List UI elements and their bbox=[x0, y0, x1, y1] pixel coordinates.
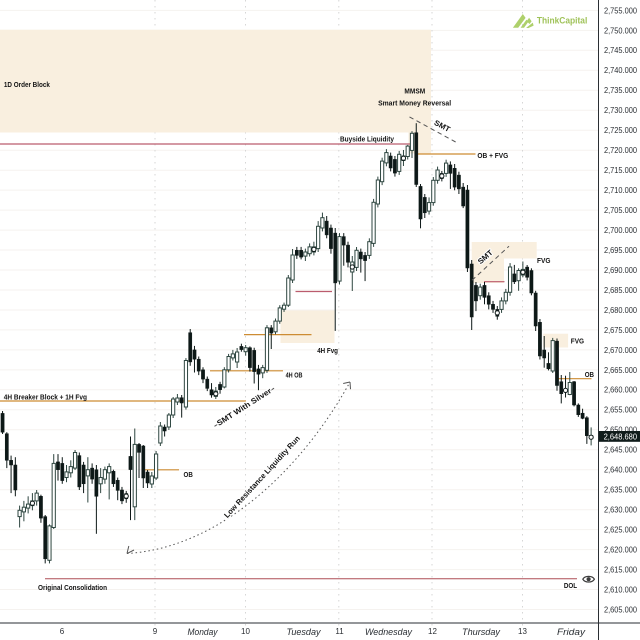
svg-text:Monday: Monday bbox=[188, 627, 219, 638]
svg-text:4H Breaker Block + 1H Fvg: 4H Breaker Block + 1H Fvg bbox=[4, 392, 88, 401]
svg-text:OB + FVG: OB + FVG bbox=[477, 151, 508, 160]
svg-text:2,655.000: 2,655.000 bbox=[604, 406, 638, 415]
svg-text:2,745.000: 2,745.000 bbox=[604, 46, 638, 55]
svg-text:2,670.000: 2,670.000 bbox=[604, 346, 638, 355]
svg-text:OB: OB bbox=[585, 370, 595, 379]
svg-text:2,720.000: 2,720.000 bbox=[604, 146, 638, 155]
svg-text:Buyside Liquidity: Buyside Liquidity bbox=[340, 134, 395, 143]
svg-text:4H OB: 4H OB bbox=[286, 370, 303, 379]
svg-text:11: 11 bbox=[335, 627, 344, 636]
svg-text:1D Order Block: 1D Order Block bbox=[4, 80, 51, 89]
svg-text:DOL: DOL bbox=[564, 581, 577, 590]
svg-text:Friday: Friday bbox=[557, 627, 586, 638]
svg-text:2,675.000: 2,675.000 bbox=[604, 326, 638, 335]
svg-text:FVG: FVG bbox=[571, 337, 584, 346]
svg-text:2,660.000: 2,660.000 bbox=[604, 386, 638, 395]
svg-text:2,735.000: 2,735.000 bbox=[604, 86, 638, 95]
svg-text:ThinkCapital: ThinkCapital bbox=[537, 16, 587, 27]
svg-text:9: 9 bbox=[153, 627, 158, 636]
svg-text:6: 6 bbox=[60, 627, 65, 636]
svg-text:4H Fvg: 4H Fvg bbox=[317, 346, 338, 355]
svg-text:2,715.000: 2,715.000 bbox=[604, 166, 638, 175]
svg-text:12: 12 bbox=[428, 627, 437, 636]
svg-text:2,730.000: 2,730.000 bbox=[604, 106, 638, 115]
svg-text:2,740.000: 2,740.000 bbox=[604, 66, 638, 75]
svg-text:2,625.000: 2,625.000 bbox=[604, 526, 638, 535]
svg-text:2,665.000: 2,665.000 bbox=[604, 366, 638, 375]
svg-text:2,620.000: 2,620.000 bbox=[604, 546, 638, 555]
svg-text:2,635.000: 2,635.000 bbox=[604, 486, 638, 495]
svg-text:2,610.000: 2,610.000 bbox=[604, 585, 638, 594]
svg-text:2,650.000: 2,650.000 bbox=[604, 426, 638, 435]
svg-text:2,725.000: 2,725.000 bbox=[604, 126, 638, 135]
svg-text:10: 10 bbox=[241, 627, 250, 636]
svg-text:Thursday: Thursday bbox=[462, 627, 501, 638]
svg-text:2,645.000: 2,645.000 bbox=[604, 446, 638, 455]
svg-text:FVG: FVG bbox=[537, 256, 551, 265]
svg-text:2,615.000: 2,615.000 bbox=[604, 566, 638, 575]
svg-text:2,640.000: 2,640.000 bbox=[604, 466, 638, 475]
svg-text:Original Consolidation: Original Consolidation bbox=[38, 583, 107, 592]
svg-text:2,700.000: 2,700.000 bbox=[604, 226, 638, 235]
svg-text:Wednesday: Wednesday bbox=[365, 627, 413, 638]
svg-text:2,680.000: 2,680.000 bbox=[604, 306, 638, 315]
svg-text:2,750.000: 2,750.000 bbox=[604, 26, 638, 35]
svg-text:Smart Money Reversal: Smart Money Reversal bbox=[378, 98, 451, 107]
svg-text:2,755.000: 2,755.000 bbox=[604, 6, 638, 15]
svg-text:MMSM: MMSM bbox=[404, 87, 425, 96]
svg-text:2,705.000: 2,705.000 bbox=[604, 206, 638, 215]
svg-text:2,710.000: 2,710.000 bbox=[604, 186, 638, 195]
svg-text:2,605.000: 2,605.000 bbox=[604, 605, 638, 614]
svg-text:2,695.000: 2,695.000 bbox=[604, 246, 638, 255]
svg-text:2,648.680: 2,648.680 bbox=[604, 432, 638, 441]
svg-text:2,690.000: 2,690.000 bbox=[604, 266, 638, 275]
svg-text:Tuesday: Tuesday bbox=[287, 627, 322, 638]
svg-text:13: 13 bbox=[518, 627, 527, 636]
svg-text:2,630.000: 2,630.000 bbox=[604, 506, 638, 515]
svg-text:2,685.000: 2,685.000 bbox=[604, 286, 638, 295]
svg-text:OB: OB bbox=[184, 470, 194, 479]
